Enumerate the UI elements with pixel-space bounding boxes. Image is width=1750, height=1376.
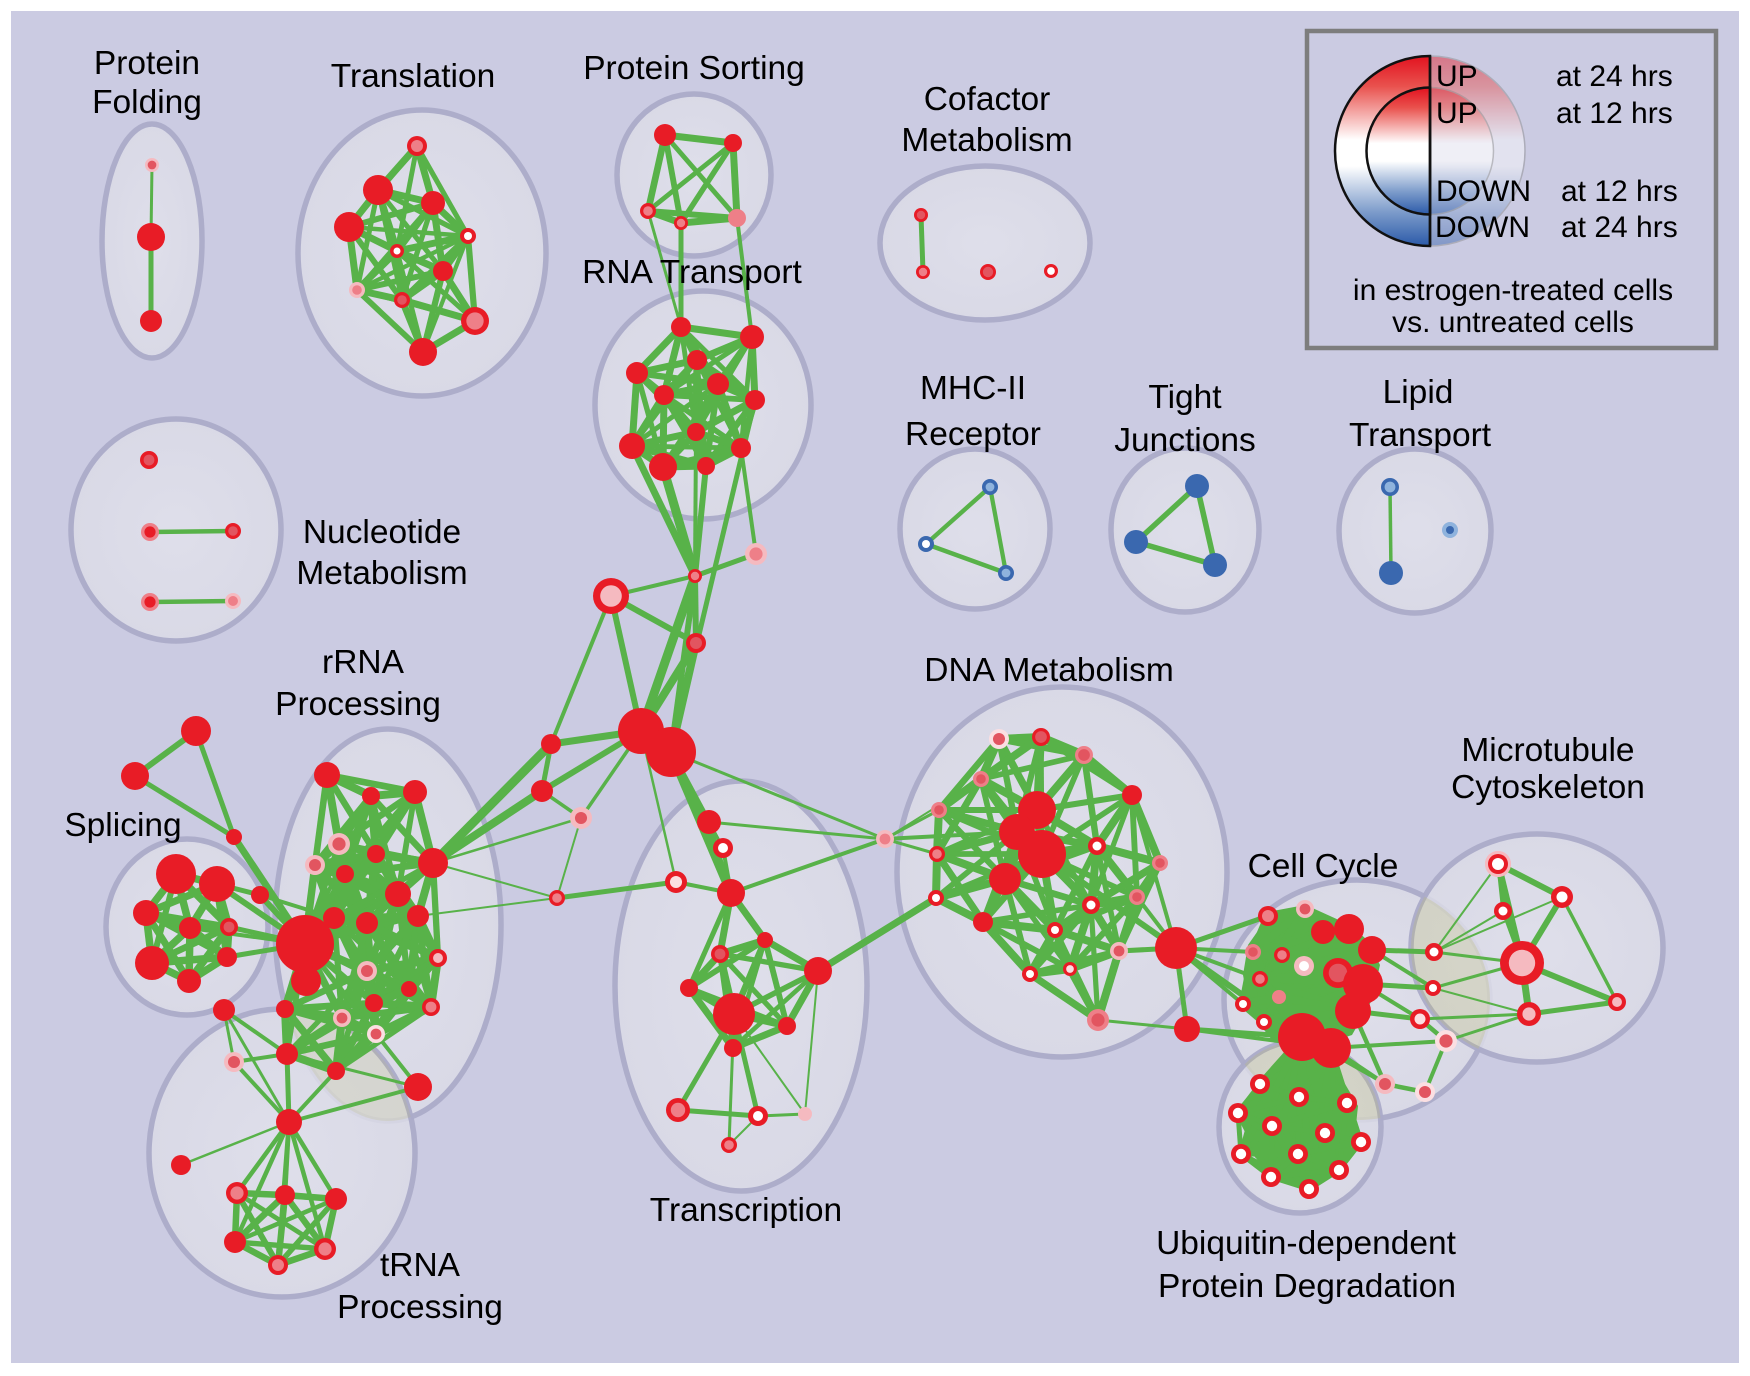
svg-text:Metabolism: Metabolism [296, 555, 467, 592]
svg-text:at 12 hrs: at 12 hrs [1556, 97, 1673, 130]
svg-text:Protein Degradation: Protein Degradation [1158, 1268, 1456, 1305]
svg-text:Microtubule: Microtubule [1461, 732, 1634, 769]
svg-text:Protein Sorting: Protein Sorting [583, 50, 805, 87]
svg-text:DNA Metabolism: DNA Metabolism [924, 652, 1173, 689]
svg-text:UP: UP [1436, 97, 1478, 130]
svg-text:Cytoskeleton: Cytoskeleton [1451, 769, 1645, 806]
svg-text:in estrogen-treated cells: in estrogen-treated cells [1353, 274, 1673, 307]
svg-text:DOWN: DOWN [1436, 175, 1531, 208]
svg-text:Translation: Translation [331, 58, 495, 95]
svg-text:Metabolism: Metabolism [901, 122, 1072, 159]
svg-text:Junctions: Junctions [1114, 422, 1256, 459]
svg-text:Processing: Processing [275, 686, 441, 723]
svg-text:vs. untreated cells: vs. untreated cells [1392, 306, 1634, 339]
svg-text:Transport: Transport [1349, 417, 1492, 454]
svg-text:Processing: Processing [337, 1289, 503, 1326]
svg-text:DOWN: DOWN [1435, 211, 1530, 244]
svg-text:RNA Transport: RNA Transport [582, 254, 802, 291]
svg-text:Receptor: Receptor [905, 416, 1041, 453]
svg-text:Folding: Folding [92, 84, 202, 121]
svg-text:at 12 hrs: at 12 hrs [1561, 175, 1678, 208]
svg-text:tRNA: tRNA [380, 1247, 461, 1284]
svg-text:at 24 hrs: at 24 hrs [1556, 60, 1673, 93]
svg-text:rRNA: rRNA [322, 644, 405, 681]
svg-text:Ubiquitin-dependent: Ubiquitin-dependent [1156, 1225, 1457, 1262]
svg-text:Tight: Tight [1148, 379, 1222, 416]
svg-text:MHC-II: MHC-II [920, 370, 1026, 407]
svg-text:Nucleotide: Nucleotide [303, 514, 461, 551]
svg-text:at 24 hrs: at 24 hrs [1561, 211, 1678, 244]
svg-text:Cofactor: Cofactor [924, 81, 1051, 118]
svg-text:Splicing: Splicing [64, 807, 181, 844]
svg-text:Cell Cycle: Cell Cycle [1248, 848, 1399, 885]
svg-text:UP: UP [1436, 60, 1478, 93]
svg-text:Protein: Protein [94, 45, 200, 82]
svg-text:Lipid: Lipid [1383, 374, 1454, 411]
svg-text:Transcription: Transcription [650, 1192, 842, 1229]
